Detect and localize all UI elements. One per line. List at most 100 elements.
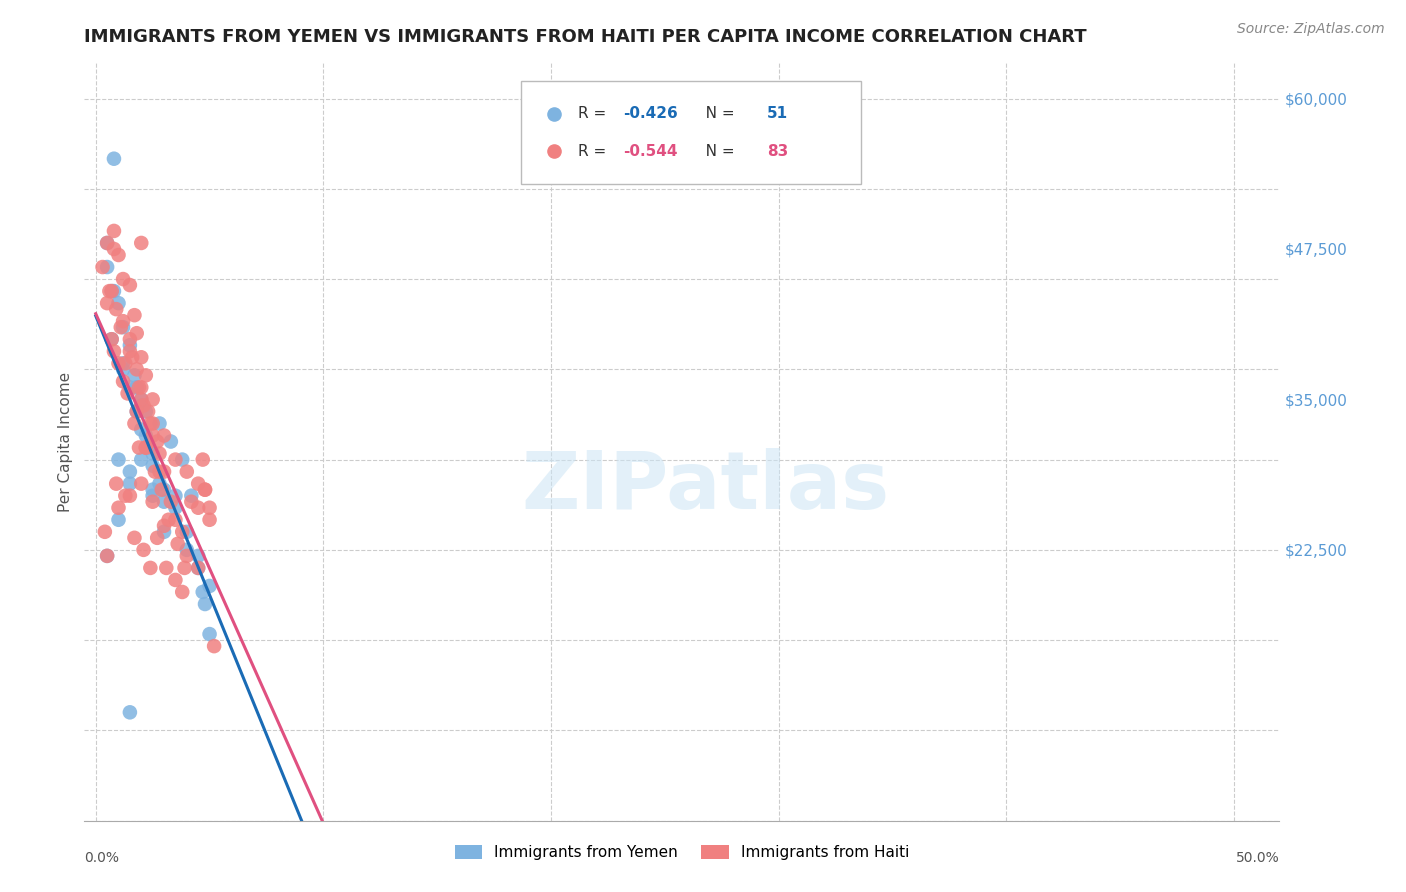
Point: [124, 368, 146, 383]
Point: [114, 356, 136, 370]
Point: [129, 423, 152, 437]
Text: 51: 51: [766, 106, 787, 121]
Point: [165, 489, 187, 503]
Point: [166, 537, 188, 551]
Point: [105, 302, 128, 317]
Point: [139, 417, 162, 431]
Text: 0.0%: 0.0%: [84, 851, 120, 865]
Point: [114, 489, 136, 503]
Point: [96, 296, 118, 310]
Point: [103, 344, 125, 359]
Point: [142, 483, 165, 497]
Point: [129, 392, 152, 407]
Point: [153, 524, 176, 539]
Point: [129, 399, 152, 413]
Point: [173, 561, 195, 575]
Point: [103, 152, 125, 166]
Point: [150, 483, 173, 497]
Point: [129, 452, 152, 467]
Point: [142, 417, 165, 431]
Point: [128, 441, 150, 455]
Point: [187, 500, 209, 515]
Point: [148, 417, 170, 431]
Point: [180, 489, 202, 503]
Point: [124, 308, 146, 322]
Point: [112, 356, 135, 370]
Point: [96, 235, 118, 250]
Point: [142, 458, 165, 473]
Point: [103, 242, 125, 256]
Point: [172, 524, 194, 539]
Point: [125, 404, 148, 418]
Point: [100, 284, 122, 298]
Point: [153, 494, 176, 508]
Point: [135, 441, 157, 455]
FancyBboxPatch shape: [520, 81, 862, 184]
Point: [118, 706, 141, 720]
Point: [202, 639, 225, 653]
Point: [125, 380, 148, 394]
Text: 50.0%: 50.0%: [1236, 851, 1279, 865]
Text: -0.544: -0.544: [623, 144, 678, 159]
Point: [105, 476, 128, 491]
Point: [153, 483, 176, 497]
Y-axis label: Per Capita Income: Per Capita Income: [58, 371, 73, 512]
Point: [112, 375, 135, 389]
Point: [107, 296, 129, 310]
Point: [142, 392, 165, 407]
Point: [129, 351, 152, 365]
Text: N =: N =: [692, 144, 740, 159]
Point: [176, 542, 198, 557]
Point: [187, 549, 209, 563]
Point: [142, 494, 165, 508]
Point: [129, 476, 152, 491]
Point: [107, 500, 129, 515]
Point: [142, 446, 165, 460]
Point: [124, 531, 146, 545]
Point: [979, 814, 1001, 828]
Point: [128, 380, 150, 394]
Point: [153, 465, 176, 479]
Point: [143, 465, 166, 479]
Point: [125, 326, 148, 341]
Text: IMMIGRANTS FROM YEMEN VS IMMIGRANTS FROM HAITI PER CAPITA INCOME CORRELATION CHA: IMMIGRANTS FROM YEMEN VS IMMIGRANTS FROM…: [84, 28, 1087, 45]
Point: [157, 513, 180, 527]
Legend: Immigrants from Yemen, Immigrants from Haiti: Immigrants from Yemen, Immigrants from H…: [449, 838, 915, 866]
Point: [146, 531, 169, 545]
Point: [153, 428, 176, 442]
Point: [129, 380, 152, 394]
Text: ZIPatlas: ZIPatlas: [522, 448, 890, 526]
Point: [121, 351, 143, 365]
Point: [107, 452, 129, 467]
Text: R =: R =: [578, 106, 612, 121]
Text: R =: R =: [578, 144, 612, 159]
Point: [129, 392, 152, 407]
Point: [160, 434, 183, 449]
Point: [118, 332, 141, 346]
Point: [118, 465, 141, 479]
Point: [110, 320, 132, 334]
Point: [96, 260, 118, 274]
Point: [100, 332, 122, 346]
Point: [198, 579, 221, 593]
Text: N =: N =: [692, 106, 740, 121]
Point: [165, 573, 187, 587]
Text: 83: 83: [766, 144, 787, 159]
Point: [180, 494, 202, 508]
Point: [103, 284, 125, 298]
Point: [155, 561, 177, 575]
Point: [118, 338, 141, 352]
Point: [135, 428, 157, 442]
Point: [176, 524, 198, 539]
Point: [142, 428, 165, 442]
Point: [125, 362, 148, 376]
Point: [160, 494, 183, 508]
Point: [135, 404, 157, 418]
Point: [136, 404, 159, 418]
Point: [187, 476, 209, 491]
Point: [112, 314, 135, 328]
Point: [118, 489, 141, 503]
Point: [107, 248, 129, 262]
Point: [107, 356, 129, 370]
Point: [165, 500, 187, 515]
